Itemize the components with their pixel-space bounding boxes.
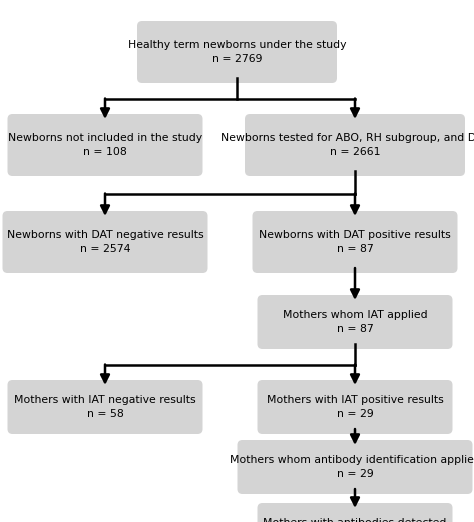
- Text: Newborns with DAT negative results
n = 2574: Newborns with DAT negative results n = 2…: [7, 230, 203, 254]
- Text: Mothers whom antibody identification applied
n = 29: Mothers whom antibody identification app…: [229, 455, 474, 479]
- FancyBboxPatch shape: [257, 295, 453, 349]
- Text: Mothers with IAT negative results
n = 58: Mothers with IAT negative results n = 58: [14, 395, 196, 419]
- Text: Newborns not included in the study
n = 108: Newborns not included in the study n = 1…: [8, 133, 202, 157]
- FancyBboxPatch shape: [137, 21, 337, 83]
- FancyBboxPatch shape: [245, 114, 465, 176]
- FancyBboxPatch shape: [237, 440, 473, 494]
- FancyBboxPatch shape: [253, 211, 457, 273]
- Text: Newborns with DAT positive results
n = 87: Newborns with DAT positive results n = 8…: [259, 230, 451, 254]
- Text: Mothers with IAT positive results
n = 29: Mothers with IAT positive results n = 29: [266, 395, 443, 419]
- Text: Healthy term newborns under the study
n = 2769: Healthy term newborns under the study n …: [128, 40, 346, 64]
- Text: Mothers with antibodies detected
n = 16: Mothers with antibodies detected n = 16: [264, 518, 447, 522]
- Text: Mothers whom IAT applied
n = 87: Mothers whom IAT applied n = 87: [283, 310, 428, 334]
- FancyBboxPatch shape: [257, 380, 453, 434]
- Text: Newborns tested for ABO, RH subgroup, and DAT
n = 2661: Newborns tested for ABO, RH subgroup, an…: [221, 133, 474, 157]
- FancyBboxPatch shape: [8, 380, 202, 434]
- FancyBboxPatch shape: [2, 211, 208, 273]
- FancyBboxPatch shape: [257, 503, 453, 522]
- FancyBboxPatch shape: [8, 114, 202, 176]
